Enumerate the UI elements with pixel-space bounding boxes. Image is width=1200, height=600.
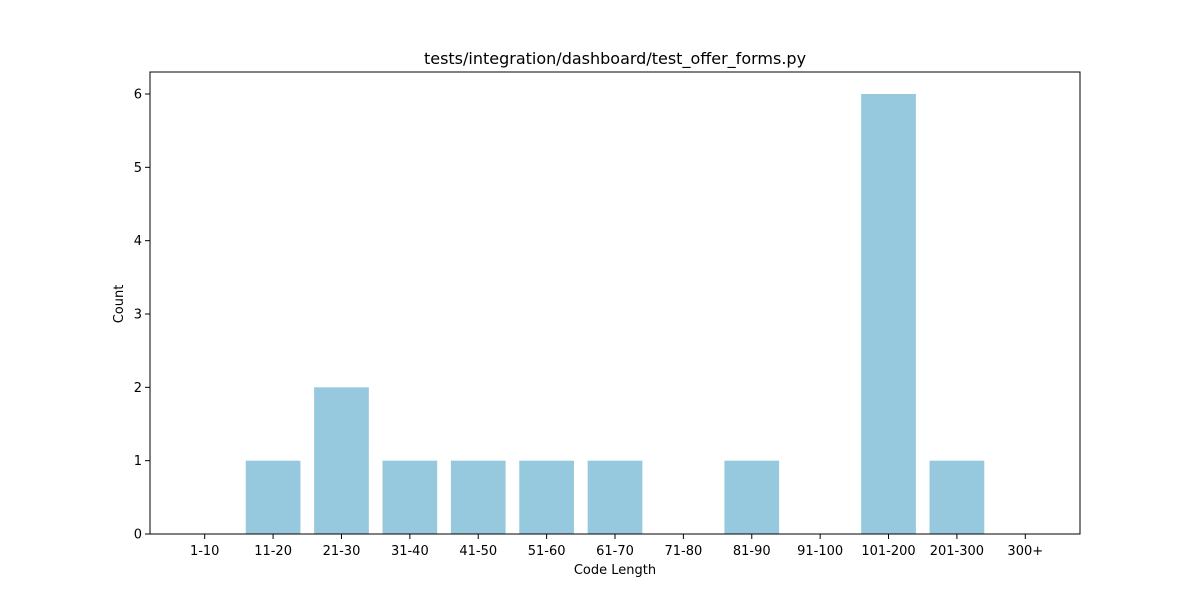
- y-tick-label: 3: [134, 308, 142, 323]
- x-axis-label: Code Length: [574, 563, 656, 578]
- bar-21-30: [314, 387, 369, 534]
- x-tick-label: 51-60: [528, 544, 566, 559]
- x-tick-label: 31-40: [391, 544, 429, 559]
- x-tick-label: 41-50: [459, 544, 497, 559]
- x-tick-label: 11-20: [254, 544, 292, 559]
- x-tick-label: 1-10: [190, 544, 220, 559]
- x-tick-label: 201-300: [930, 544, 984, 559]
- x-tick-label: 81-90: [733, 544, 771, 559]
- y-tick-label: 0: [134, 528, 142, 543]
- bar-11-20: [245, 460, 301, 534]
- bar-31-40: [382, 460, 438, 534]
- bar-201-300: [929, 460, 985, 534]
- y-axis-label: Count: [112, 285, 127, 324]
- x-tick-label: 101-200: [861, 544, 915, 559]
- bar-101-200: [861, 94, 916, 534]
- x-tick-label: 91-100: [797, 544, 843, 559]
- y-tick-label: 2: [134, 381, 142, 396]
- bar-41-50: [450, 460, 506, 534]
- chart-title: tests/integration/dashboard/test_offer_f…: [424, 49, 806, 69]
- x-tick-label: 61-70: [596, 544, 634, 559]
- y-tick-label: 4: [134, 234, 142, 249]
- bar-51-60: [519, 460, 574, 534]
- bar-61-70: [587, 460, 643, 534]
- bars-group: [245, 94, 985, 534]
- y-tick-label: 6: [134, 88, 142, 103]
- y-tick-label: 5: [134, 161, 142, 176]
- x-tick-label: 21-30: [323, 544, 361, 559]
- bar-81-90: [724, 460, 780, 534]
- x-axis: 1-10 11-20 21-30 31-40 41-50 51-60 61-70 71-80 8…: [190, 534, 1043, 559]
- y-tick-label: 1: [134, 454, 142, 469]
- y-axis: 0 1 2 3 4 5 6: [134, 88, 150, 543]
- x-tick-label: 300+: [1007, 544, 1043, 559]
- x-tick-label: 71-80: [664, 544, 702, 559]
